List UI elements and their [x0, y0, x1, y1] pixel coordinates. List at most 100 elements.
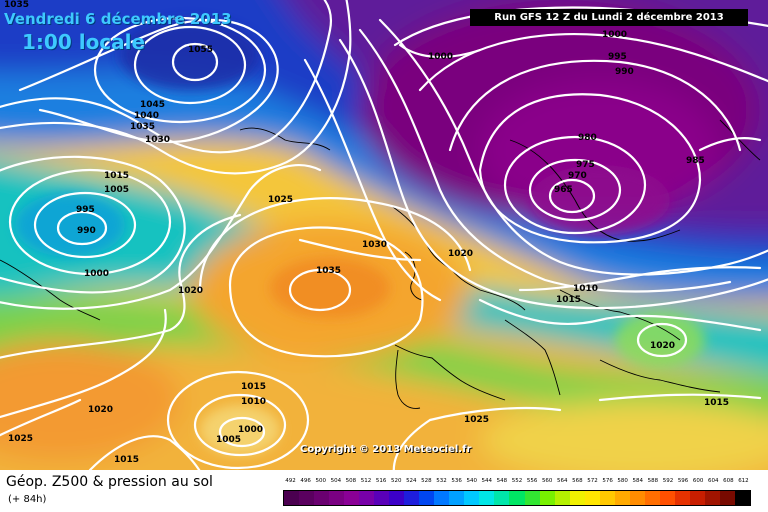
isobar-label: 1025	[8, 434, 33, 444]
isobar-label: 1010	[573, 284, 598, 294]
color-scale-tick-label: 564	[557, 478, 568, 484]
color-scale-tick-label: 532	[436, 478, 447, 484]
color-scale-swatch	[539, 491, 555, 505]
isobar-label: 1005	[216, 435, 241, 445]
coast-scandinavia	[509, 139, 681, 242]
isobar-label: 1040	[134, 111, 159, 121]
color-scale-tick-label: 560	[541, 478, 553, 484]
color-scale-tick-label: 588	[647, 478, 659, 484]
color-scale-swatch	[344, 491, 360, 505]
isobar-label: 1020	[88, 405, 113, 415]
color-scale-tick-label: 580	[617, 478, 628, 484]
coast-west	[0, 259, 101, 321]
color-scale-tick-label: 500	[315, 478, 326, 484]
weather-map-canvas: 1035 1055 1045 1040 1035 1030 1015 1005 …	[0, 0, 768, 470]
isobar-label: 1055	[188, 45, 213, 55]
color-scale-swatch	[509, 491, 525, 505]
color-scale-tick-label: 504	[330, 478, 342, 484]
map-legend-footer: Géop. Z500 & pression au sol (+ 84h) 492…	[0, 470, 768, 512]
isobar-label: 1020	[448, 249, 473, 259]
coast-britain	[404, 251, 423, 301]
isobar-label: 1005	[104, 185, 129, 195]
color-scale-tick-label: 572	[587, 478, 598, 484]
color-scale-swatch	[314, 491, 330, 505]
color-scale-tick-label: 540	[466, 478, 477, 484]
color-scale-tick-label: 492	[285, 478, 296, 484]
color-scale-tick-label: 512	[360, 478, 372, 484]
coast-balkans	[559, 289, 681, 341]
color-scale-tick-label: 520	[390, 478, 402, 484]
isobar-label: 965	[554, 185, 573, 195]
color-scale-tick-label: 528	[421, 478, 432, 484]
color-scale-swatch	[734, 491, 750, 505]
weather-map: 1035 1055 1045 1040 1035 1030 1015 1005 …	[0, 0, 768, 470]
isobar-label: 1025	[464, 415, 489, 425]
valid-time: 1:00 locale	[22, 30, 146, 54]
color-scale-swatch	[404, 491, 420, 505]
isobar-label: 1025	[268, 195, 293, 205]
color-scale-swatch	[584, 491, 600, 505]
color-scale-swatch	[479, 491, 495, 505]
color-scale-swatch	[674, 491, 690, 505]
isobar-label: 990	[77, 226, 96, 236]
color-scale-swatch	[389, 491, 405, 505]
color-scale-tick-label: 600	[692, 478, 704, 484]
isobar-label: 1035	[316, 266, 341, 276]
isobar-label: 1030	[362, 240, 387, 250]
isobar-label: 1015	[704, 398, 729, 408]
coast-iberia	[394, 344, 506, 401]
coast-iceland	[239, 127, 331, 151]
color-scale-swatch	[719, 491, 735, 505]
isobar-label: 985	[686, 156, 705, 166]
color-scale-swatch	[704, 491, 720, 505]
isobars	[0, 0, 768, 470]
run-info: Run GFS 12 Z du Lundi 2 décembre 2013	[470, 9, 748, 26]
isobar-label: 1035	[130, 122, 155, 132]
isobar-label: 1000	[602, 30, 627, 40]
color-scale-swatch	[329, 491, 345, 505]
isobar-ring-1035-high	[288, 268, 352, 312]
isobar-ring-1000	[218, 416, 266, 448]
color-scale-swatch	[494, 491, 510, 505]
isobar-label: 1030	[145, 135, 170, 145]
color-scale-swatch	[644, 491, 660, 505]
isobar-label: 990	[615, 67, 634, 77]
isobar-ring-1055	[171, 42, 219, 82]
color-scale-tick-label: 604	[708, 478, 719, 484]
isobar-label: 1015	[556, 295, 581, 305]
color-scale-tick-label: 568	[572, 478, 583, 484]
color-scale-tick-label: 496	[300, 478, 311, 484]
isobar-label: 1010	[241, 397, 266, 407]
color-scale-swatch	[359, 491, 375, 505]
color-scale-swatch	[299, 491, 315, 505]
isobar-label: 1020	[178, 286, 203, 296]
copyright: Copyright © 2013 Meteociel.fr	[300, 444, 472, 455]
color-scale-tick-label: 596	[677, 478, 689, 484]
color-scale-tick-label: 516	[375, 478, 387, 484]
isobar-label: 995	[76, 205, 95, 215]
forecast-lead-time: (+ 84h)	[8, 494, 47, 505]
color-scale-swatch	[629, 491, 645, 505]
valid-date: Vendredi 6 décembre 2013	[4, 10, 232, 28]
color-scale-tick-label: 576	[602, 478, 613, 484]
color-scale-tick-label: 544	[481, 478, 493, 484]
isobar-label: 1015	[104, 171, 129, 181]
color-scale-labels: 492 496 500 504 508 512 516 520 524 528 532 536 540 5…	[283, 478, 751, 488]
map-title: Géop. Z500 & pression au sol	[6, 474, 213, 490]
color-scale-swatch	[374, 491, 390, 505]
isobar-ring-965	[548, 178, 596, 214]
isobar-ring-1020-e	[636, 322, 688, 358]
color-scale-tick-label: 608	[723, 478, 734, 484]
color-scale-tick-label: 556	[526, 478, 538, 484]
color-scale: 492 496 500 504 508 512 516 520 524 528 532 536 540 5…	[283, 478, 751, 506]
color-scale-tick-label: 536	[451, 478, 462, 484]
coast-italy	[504, 319, 561, 396]
color-scale-swatch	[449, 491, 465, 505]
coast-russia	[719, 119, 761, 161]
color-scale-tick-label: 592	[662, 478, 674, 484]
isobar-label: 1000	[84, 269, 109, 279]
color-scale-swatch	[659, 491, 675, 505]
color-scale-tick-label: 612	[738, 478, 749, 484]
color-scale-swatch	[524, 491, 540, 505]
isobar-label: 980	[578, 133, 597, 143]
